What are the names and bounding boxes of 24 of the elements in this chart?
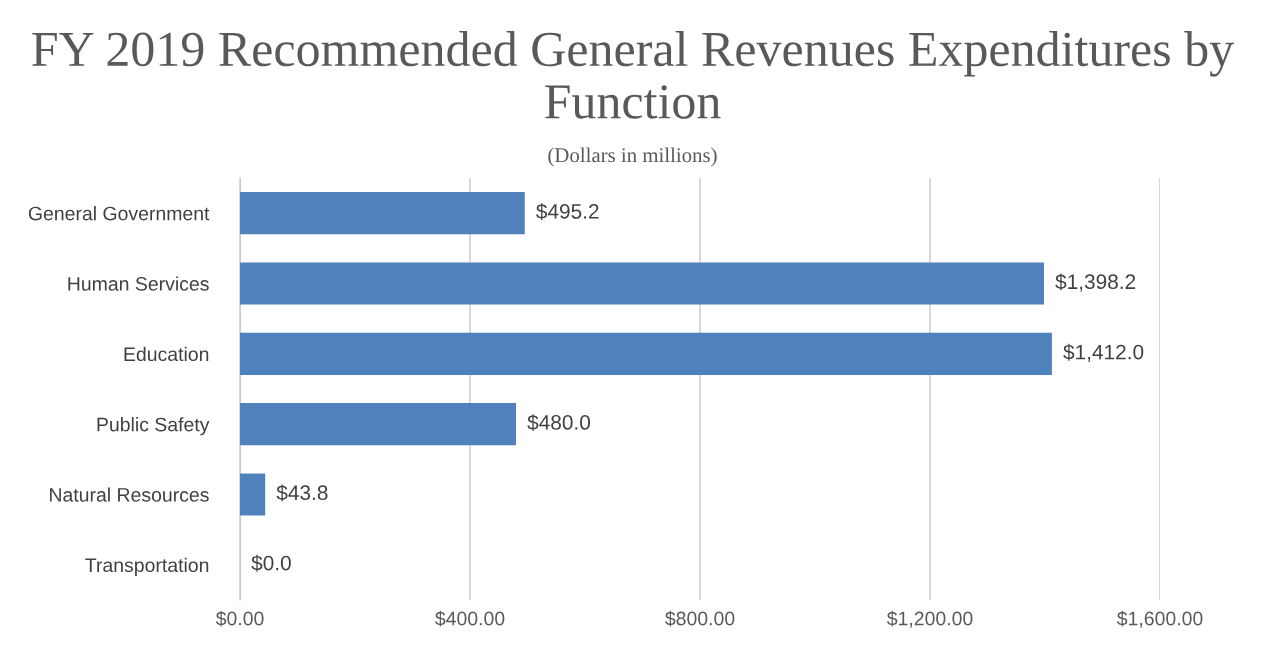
data-label: $480.0 xyxy=(527,414,591,431)
y-tick-label: Natural Resources xyxy=(50,487,209,502)
x-tick-label: $400.00 xyxy=(435,610,505,627)
data-label: $1,412.0 xyxy=(1063,343,1144,362)
bar xyxy=(240,473,266,516)
x-tick-label: $0.00 xyxy=(215,610,264,627)
x-tick-label: $1,600.00 xyxy=(1116,610,1203,628)
bar xyxy=(240,262,1044,305)
data-label: $1,398.2 xyxy=(1055,273,1136,292)
chart-subtitle: (Dollars in millions) xyxy=(548,147,717,167)
chart-title: FY 2019 Recommended General Revenues Expenditures by Function xyxy=(32,31,1234,119)
y-tick-label: Human Services xyxy=(68,276,209,291)
y-tick-label: Public Safety xyxy=(97,417,210,436)
y-tick-label: Transportation xyxy=(85,557,209,576)
data-label: $0.0 xyxy=(251,554,291,572)
bar xyxy=(240,403,516,446)
y-tick-label: General Government xyxy=(28,206,210,221)
x-tick-label: $800.00 xyxy=(665,610,735,627)
bar xyxy=(240,332,1052,375)
data-label: $43.8 xyxy=(276,484,328,502)
data-label: $495.2 xyxy=(536,203,599,220)
bar xyxy=(240,192,525,235)
y-tick-label: Education xyxy=(124,346,209,362)
x-tick-label: $1,200.00 xyxy=(886,610,973,628)
